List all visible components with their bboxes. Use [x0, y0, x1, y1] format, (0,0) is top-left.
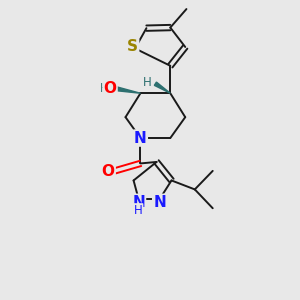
Text: O: O: [102, 164, 115, 179]
Text: H: H: [100, 82, 109, 95]
Polygon shape: [154, 82, 170, 93]
Polygon shape: [116, 87, 140, 93]
Text: O: O: [103, 81, 117, 96]
Text: H: H: [134, 204, 142, 217]
Text: H: H: [142, 76, 152, 89]
Text: N: N: [134, 130, 147, 146]
Text: N: N: [132, 195, 145, 210]
Text: N: N: [153, 195, 166, 210]
Text: S: S: [127, 40, 138, 55]
